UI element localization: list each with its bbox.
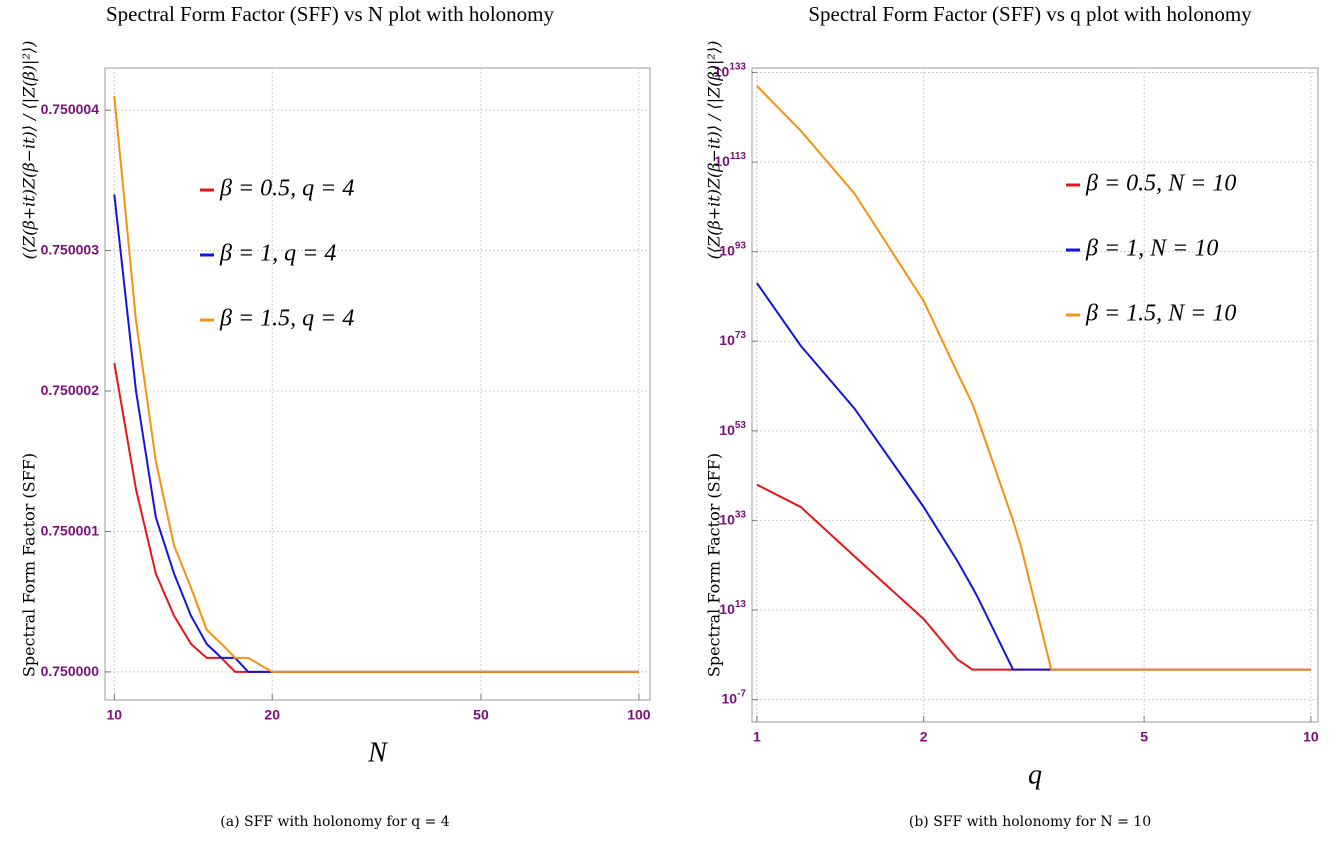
- series-line: [756, 483, 1311, 671]
- x-tick-label: 20: [264, 707, 280, 723]
- legend-label: β = 0.5, N = 10: [1085, 171, 1236, 197]
- tick-base: 10: [714, 153, 730, 169]
- x-tick-label: 10: [1303, 729, 1319, 745]
- panel: Spectral Form Factor (SFF) vs q plot wit…: [705, 2, 1319, 830]
- y-tick-label: 0.750001: [41, 522, 100, 538]
- x-axis-label: q: [1028, 759, 1042, 790]
- series-line: [113, 362, 639, 673]
- tick-exponent: -7: [737, 688, 746, 699]
- legend-label: β = 1.5, N = 10: [1085, 301, 1236, 327]
- x-tick-label: 2: [920, 729, 928, 745]
- y-axis-label: Spectral Form Factor (SFF): [20, 453, 39, 677]
- y-tick-label: 1053: [719, 419, 746, 437]
- tick-text: 0.750003: [41, 241, 100, 257]
- y-axis-formula: (⟨Z(β+it)Z(β−it)⟩ / ⟨|Z(β)|²⟩): [20, 41, 39, 260]
- y-axis-formula: (⟨Z(β+it)Z(β−it)⟩ / ⟨|Z(β)|²⟩): [705, 41, 724, 260]
- tick-exponent: 133: [729, 61, 746, 72]
- tick-base: 10: [714, 63, 730, 79]
- tick-exponent: 73: [735, 330, 747, 341]
- caption: (b) SFF with holonomy for N = 10: [909, 814, 1151, 830]
- y-tick-label: 1093: [719, 240, 746, 258]
- tick-exponent: 33: [735, 509, 747, 520]
- chart-title: Spectral Form Factor (SFF) vs q plot wit…: [808, 2, 1252, 26]
- x-axis-label: N: [367, 737, 388, 768]
- tick-base: 10: [719, 332, 735, 348]
- plot-frame: [104, 67, 651, 701]
- x-tick-label: 50: [473, 707, 489, 723]
- tick-base: 10: [719, 422, 735, 438]
- chart-title: Spectral Form Factor (SFF) vs N plot wit…: [106, 2, 554, 26]
- tick-base: 10: [719, 242, 735, 258]
- y-tick-label: 1033: [719, 509, 746, 527]
- y-tick-label: 1073: [719, 330, 746, 348]
- tick-text: 0.750004: [41, 101, 100, 117]
- y-tick-label: 10113: [714, 151, 746, 169]
- series-line: [756, 85, 1311, 671]
- legend-label: β = 1, N = 10: [1085, 236, 1218, 262]
- y-tick-label: 0.750004: [41, 101, 100, 117]
- tick-exponent: 93: [735, 240, 747, 251]
- tick-exponent: 13: [735, 599, 747, 610]
- tick-base: 10: [719, 601, 735, 617]
- legend-label: β = 0.5, q = 4: [219, 176, 354, 202]
- plot-frame: [751, 67, 1319, 723]
- tick-text: 0.750002: [41, 382, 100, 398]
- tick-base: 10: [719, 511, 735, 527]
- series-line: [113, 95, 639, 673]
- x-tick-label: 5: [1140, 729, 1148, 745]
- panel: Spectral Form Factor (SFF) vs N plot wit…: [20, 2, 651, 830]
- x-tick-label: 10: [107, 707, 123, 723]
- tick-base: 10: [722, 690, 738, 706]
- y-axis-label: Spectral Form Factor (SFF): [705, 453, 724, 677]
- tick-exponent: 53: [735, 419, 747, 430]
- y-tick-label: 0.750002: [41, 382, 100, 398]
- y-tick-label: 1013: [719, 599, 746, 617]
- y-tick-label: 10-7: [722, 688, 747, 706]
- x-tick-label: 100: [627, 707, 651, 723]
- caption: (a) SFF with holonomy for q = 4: [220, 814, 450, 830]
- y-tick-label: 10133: [714, 61, 747, 79]
- legend-label: β = 1, q = 4: [219, 241, 336, 267]
- tick-exponent: 113: [730, 151, 747, 162]
- legend-label: β = 1.5, q = 4: [219, 306, 354, 332]
- y-tick-label: 0.750003: [41, 241, 100, 257]
- tick-text: 0.750000: [41, 663, 100, 679]
- tick-text: 0.750001: [41, 522, 100, 538]
- y-tick-label: 0.750000: [41, 663, 100, 679]
- x-tick-label: 1: [753, 729, 761, 745]
- series-line: [113, 194, 639, 673]
